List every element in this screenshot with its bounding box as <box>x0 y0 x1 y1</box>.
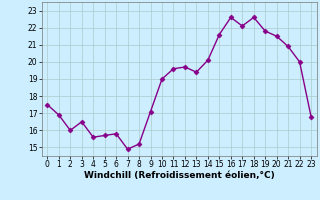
X-axis label: Windchill (Refroidissement éolien,°C): Windchill (Refroidissement éolien,°C) <box>84 171 275 180</box>
